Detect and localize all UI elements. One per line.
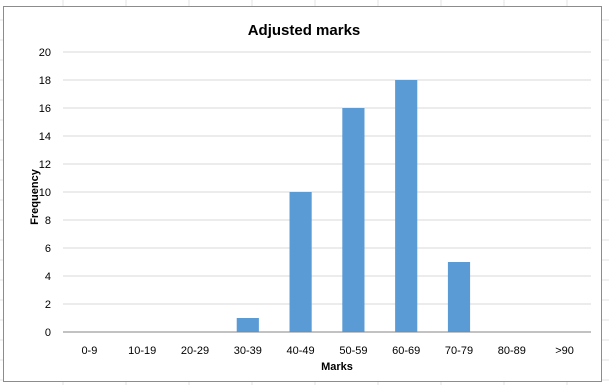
x-axis-title: Marks [321, 361, 353, 373]
y-tick-label: 6 [45, 243, 51, 255]
bar-60-69 [395, 80, 418, 332]
chart-title: Adjusted marks [248, 22, 361, 39]
y-tick-label: 10 [39, 187, 51, 199]
x-tick-label: 70-79 [445, 345, 473, 357]
y-tick-label: 14 [39, 131, 51, 143]
bar-30-39 [236, 318, 259, 332]
x-tick-label: 10-19 [128, 345, 156, 357]
bars [236, 80, 471, 332]
y-tick-label: 8 [45, 215, 51, 227]
x-axis-ticks: 0-9 10-19 20-29 30-39 40-49 50-59 60-69 70-79 80… [81, 345, 573, 357]
x-tick-label: 40-49 [287, 345, 315, 357]
bar-40-49 [289, 192, 312, 332]
gridlines [63, 51, 591, 305]
chart-area[interactable]: Adjusted marks 0 2 4 6 8 10 12 14 16 18 20 0-9 10-1… [3, 6, 602, 382]
y-tick-label: 16 [39, 103, 51, 115]
y-tick-label: 18 [39, 75, 51, 87]
x-tick-label: 0-9 [81, 345, 97, 357]
y-axis-ticks: 0 2 4 6 8 10 12 14 16 18 20 [39, 47, 51, 339]
y-tick-label: 12 [39, 159, 51, 171]
x-tick-label: 30-39 [234, 345, 262, 357]
x-tick-label: 80-89 [498, 345, 526, 357]
x-tick-label: 50-59 [339, 345, 367, 357]
x-tick-label: 20-29 [181, 345, 209, 357]
y-tick-label: 20 [39, 47, 51, 59]
x-tick-label: >90 [555, 345, 574, 357]
x-tick-label: 60-69 [392, 345, 420, 357]
y-tick-label: 0 [45, 327, 51, 339]
y-tick-label: 2 [45, 299, 51, 311]
bar-50-59 [342, 108, 365, 332]
bar-70-79 [447, 262, 471, 332]
y-axis-title: Frequency [29, 168, 41, 225]
y-tick-label: 4 [45, 271, 51, 283]
bar-chart: Adjusted marks 0 2 4 6 8 10 12 14 16 18 20 0-9 10-1… [29, 22, 591, 373]
